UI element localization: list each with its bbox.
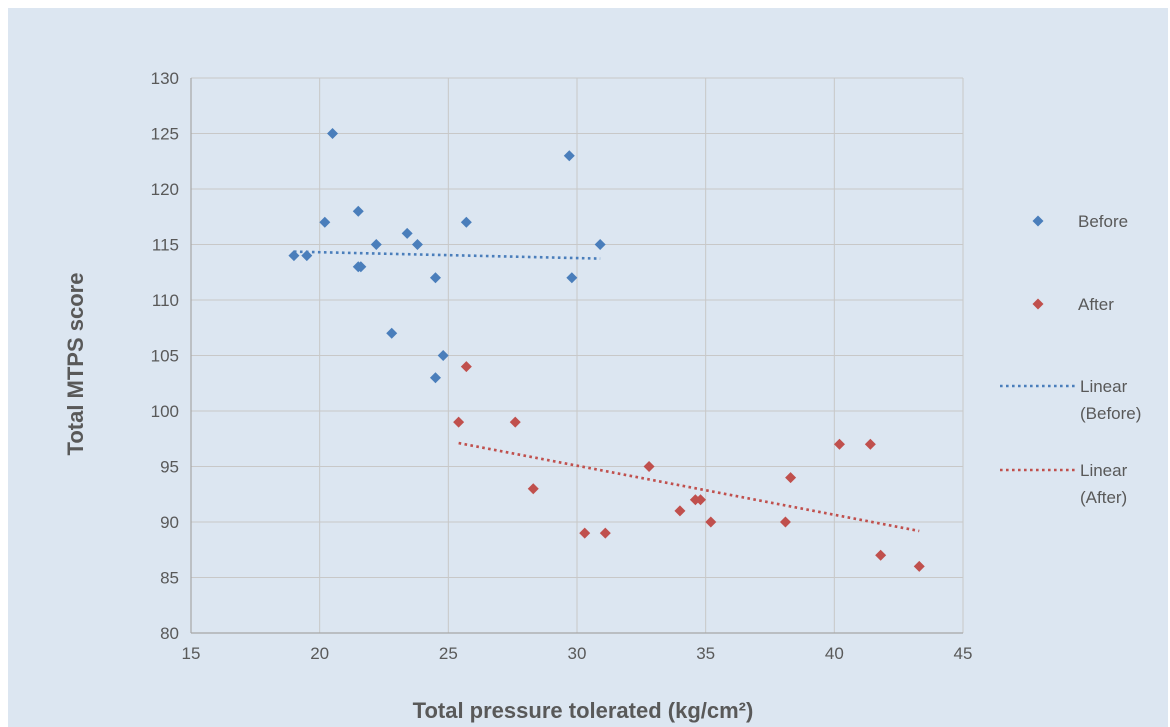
y-tick-label: 95 — [160, 458, 179, 477]
x-tick-label: 25 — [439, 644, 458, 663]
point-before — [411, 239, 423, 250]
y-tick-label: 115 — [152, 236, 179, 255]
x-tick-label: 35 — [696, 644, 715, 663]
legend-marker-after — [1032, 298, 1044, 310]
point-after — [674, 505, 686, 517]
y-tick-label: 90 — [160, 513, 179, 532]
x-axis-title: Total pressure tolerated (kg/cm²) — [413, 698, 754, 723]
point-after — [705, 516, 717, 528]
legend-label: (After) — [1080, 488, 1127, 507]
point-before — [437, 350, 449, 361]
point-after — [864, 438, 876, 450]
point-before — [594, 239, 606, 250]
point-before — [429, 372, 441, 384]
point-before — [370, 239, 382, 250]
legend-label: Linear — [1080, 461, 1128, 480]
scatter-chart: 15 20 25 30 35 40 45 80 85 90 95 100 105 110 115 120 12… — [63, 69, 1141, 723]
legend-label: Before — [1078, 212, 1128, 231]
x-tick-labels: 15 20 25 30 35 40 45 — [182, 644, 973, 663]
point-after — [527, 483, 539, 495]
y-tick-label: 110 — [152, 291, 179, 310]
legend-label: (Before) — [1080, 404, 1141, 423]
point-before — [460, 216, 472, 228]
data-points — [288, 128, 925, 572]
trendline-after — [458, 441, 920, 533]
point-before — [319, 216, 331, 228]
chart-area: 15 20 25 30 35 40 45 80 85 90 95 100 105 110 115 120 12… — [8, 8, 1168, 727]
y-tick-label: 120 — [151, 180, 179, 199]
point-before — [429, 272, 441, 284]
point-before — [352, 205, 364, 217]
point-after — [460, 361, 472, 373]
x-tick-label: 40 — [825, 644, 844, 663]
axes — [190, 78, 963, 634]
point-before — [288, 250, 300, 262]
point-after — [643, 461, 655, 472]
legend: Before After Linear (Before) Linear (After) — [1000, 212, 1141, 507]
point-before — [355, 261, 367, 273]
x-tick-label: 15 — [182, 644, 201, 663]
y-tick-label: 125 — [151, 125, 179, 144]
trendline-before — [293, 250, 601, 260]
point-after — [509, 416, 521, 428]
point-after — [833, 438, 845, 450]
point-after — [779, 516, 791, 528]
point-before — [301, 250, 313, 262]
point-after — [579, 527, 591, 539]
point-after — [785, 472, 797, 484]
point-before — [566, 272, 578, 284]
point-after — [453, 416, 465, 428]
y-axis-title: Total MTPS score — [63, 273, 88, 456]
point-after — [875, 549, 887, 561]
x-tick-label: 20 — [310, 644, 329, 663]
legend-marker-before — [1032, 215, 1044, 227]
y-tick-labels: 80 85 90 95 100 105 110 115 120 125 130 — [151, 69, 179, 643]
point-before — [401, 227, 413, 239]
trendlines — [293, 250, 920, 533]
y-tick-label: 80 — [160, 624, 179, 643]
point-after — [913, 560, 925, 572]
point-before — [327, 128, 339, 139]
gridlines — [191, 77, 964, 633]
x-tick-label: 30 — [568, 644, 587, 663]
y-tick-label: 100 — [151, 402, 179, 421]
y-tick-label: 105 — [151, 347, 179, 366]
point-after — [695, 494, 707, 506]
point-before — [563, 150, 575, 162]
y-tick-label: 130 — [151, 69, 179, 88]
point-before — [386, 327, 398, 339]
y-tick-label: 85 — [160, 569, 179, 588]
legend-label: After — [1078, 295, 1114, 314]
point-after — [599, 527, 611, 539]
legend-label: Linear — [1080, 377, 1128, 396]
x-tick-label: 45 — [954, 644, 973, 663]
